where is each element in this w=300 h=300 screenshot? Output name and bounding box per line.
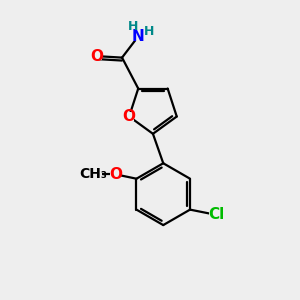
Bar	[84, 170, 102, 178]
Bar	[110, 170, 120, 178]
Text: N: N	[132, 29, 145, 44]
Text: CH₃: CH₃	[79, 167, 107, 181]
Bar	[92, 52, 102, 60]
Text: Cl: Cl	[208, 207, 225, 222]
Bar	[130, 32, 146, 41]
Text: H: H	[144, 25, 154, 38]
Text: O: O	[91, 49, 103, 64]
Text: O: O	[123, 109, 136, 124]
Bar	[124, 112, 134, 121]
Text: H: H	[128, 20, 138, 33]
Bar	[146, 28, 153, 34]
Bar	[130, 23, 136, 29]
Text: O: O	[109, 167, 122, 182]
Bar	[209, 211, 224, 219]
